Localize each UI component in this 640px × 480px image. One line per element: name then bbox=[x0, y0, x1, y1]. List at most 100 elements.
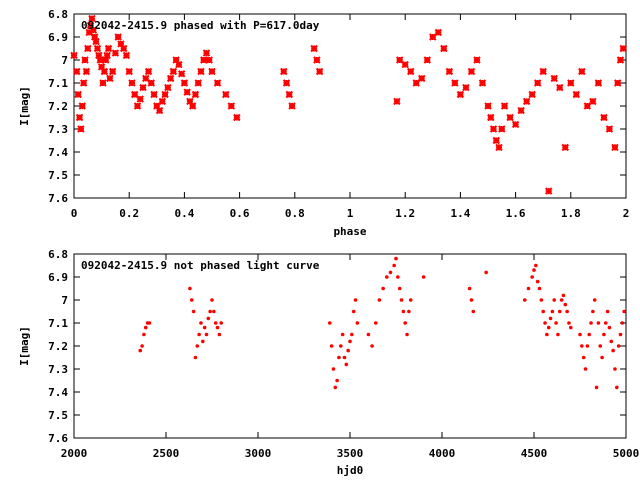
phased-y-axis-label: I[mag] bbox=[18, 86, 31, 126]
unphased-data-point bbox=[559, 298, 564, 302]
phased-data-point bbox=[111, 49, 120, 57]
unphased-data-point bbox=[399, 298, 404, 302]
unphased-data-point bbox=[552, 298, 557, 302]
unphased-data-point bbox=[199, 321, 203, 325]
unphased-data-point bbox=[609, 339, 614, 344]
unphased-y-tick-label: 7 bbox=[61, 294, 68, 307]
unphased-y-tick-label: 7.2 bbox=[48, 340, 68, 353]
unphased-data-point bbox=[210, 298, 214, 302]
phased-data-point bbox=[222, 90, 230, 99]
phased-data-point bbox=[104, 44, 113, 53]
phased-data-point bbox=[440, 44, 448, 53]
unphased-y-tick-label: 7.4 bbox=[48, 386, 68, 399]
phased-data-point bbox=[164, 83, 172, 92]
unphased-data-point bbox=[346, 348, 350, 353]
unphased-data-point bbox=[408, 298, 413, 302]
unphased-data-point bbox=[421, 275, 426, 279]
phased-data-point bbox=[131, 90, 139, 99]
phased-chart-title: 092042-2415.9 phased with P=617.0day bbox=[81, 19, 320, 32]
unphased-data-point bbox=[208, 309, 212, 314]
unphased-data-point bbox=[594, 385, 599, 390]
phased-data-point bbox=[128, 79, 136, 87]
phased-data-point bbox=[583, 102, 592, 110]
phased-data-point bbox=[84, 44, 92, 53]
unphased-data-point bbox=[337, 355, 341, 360]
unphased-data-point bbox=[618, 332, 623, 337]
unphased-data-point bbox=[215, 325, 220, 330]
unphased-data-point bbox=[140, 344, 144, 348]
unphased-data-point bbox=[607, 325, 612, 330]
phased-data-point bbox=[619, 44, 627, 53]
unphased-data-point bbox=[335, 378, 339, 383]
unphased-data-point bbox=[373, 321, 378, 325]
unphased-data-point bbox=[201, 339, 205, 344]
phased-data-point bbox=[88, 14, 96, 23]
phased-data-point bbox=[144, 67, 153, 76]
phased-data-point bbox=[133, 102, 142, 110]
phased-data-point bbox=[484, 102, 492, 110]
unphased-y-tick-label: 7.6 bbox=[48, 432, 68, 445]
unphased-data-point bbox=[548, 316, 553, 321]
phased-data-point bbox=[506, 113, 514, 122]
unphased-data-point bbox=[366, 332, 371, 337]
phased-data-point bbox=[205, 56, 213, 64]
unphased-x-tick-label: 2000 bbox=[61, 447, 88, 460]
phased-data-point bbox=[103, 51, 111, 60]
unphased-chart: 2000 2500 3000 3500 4000 4500 5000 6.8 6.9 7 7.1 7.… bbox=[18, 248, 639, 477]
unphased-data-point bbox=[598, 344, 603, 348]
phased-x-tick-label: 1.2 bbox=[395, 207, 415, 220]
unphased-data-point bbox=[142, 332, 146, 337]
phased-data-point bbox=[147, 79, 155, 87]
unphased-data-point bbox=[587, 332, 591, 337]
unphased-data-point bbox=[331, 367, 336, 371]
unphased-data-point bbox=[615, 385, 619, 390]
unphased-data-point bbox=[622, 309, 626, 314]
unphased-y-tick-label: 7.1 bbox=[48, 317, 68, 330]
unphased-y-axis-label: I[mag] bbox=[18, 326, 31, 366]
unphased-x-tick-label: 2500 bbox=[153, 447, 180, 460]
phased-data-point bbox=[75, 113, 84, 122]
phased-data-point bbox=[194, 79, 202, 87]
phased-data-point bbox=[517, 106, 525, 115]
unphased-data-point bbox=[197, 332, 201, 337]
unphased-data-point bbox=[191, 309, 196, 314]
unphased-data-points bbox=[138, 256, 626, 390]
unphased-data-point bbox=[392, 263, 396, 268]
unphased-data-point bbox=[602, 332, 606, 337]
unphased-data-point bbox=[569, 325, 573, 330]
phased-data-point bbox=[578, 67, 586, 76]
phased-data-point bbox=[139, 83, 147, 92]
phased-data-point bbox=[611, 143, 619, 152]
unphased-data-point bbox=[534, 263, 538, 268]
unphased-data-point bbox=[381, 286, 385, 291]
phased-data-point bbox=[429, 33, 437, 41]
unphased-data-point bbox=[188, 286, 192, 291]
phased-data-point bbox=[407, 67, 415, 76]
phased-data-point bbox=[142, 74, 150, 83]
phased-data-point bbox=[108, 67, 117, 76]
phased-data-point bbox=[213, 79, 222, 87]
phased-data-point bbox=[183, 88, 191, 96]
phased-data-point bbox=[605, 125, 614, 133]
phased-axis-ticks: 0 0.2 0.4 0.6 0.8 1 1.2 1.4 1.6 1.8 2 6.8 6.9 7 7.1 7.2… bbox=[48, 8, 629, 220]
phased-x-tick-label: 1 bbox=[347, 207, 354, 220]
phased-data-point bbox=[556, 83, 564, 92]
unphased-data-point bbox=[596, 321, 601, 325]
unphased-data-point bbox=[329, 344, 334, 348]
unphased-data-point bbox=[350, 332, 354, 337]
unphased-data-point bbox=[616, 344, 621, 348]
unphased-data-point bbox=[342, 355, 347, 360]
unphased-data-point bbox=[204, 332, 209, 337]
unphased-data-point bbox=[217, 332, 222, 337]
unphased-data-point bbox=[401, 309, 406, 314]
phased-data-point bbox=[99, 79, 107, 87]
unphased-data-point bbox=[396, 275, 400, 279]
phased-data-point bbox=[119, 44, 128, 53]
phased-data-point bbox=[495, 143, 503, 152]
unphased-data-point bbox=[580, 344, 584, 348]
phased-x-tick-label: 2 bbox=[623, 207, 630, 220]
unphased-data-point bbox=[545, 332, 549, 337]
phased-data-point bbox=[106, 74, 114, 83]
phased-x-tick-label: 0.8 bbox=[285, 207, 305, 220]
phased-data-point bbox=[125, 67, 133, 76]
